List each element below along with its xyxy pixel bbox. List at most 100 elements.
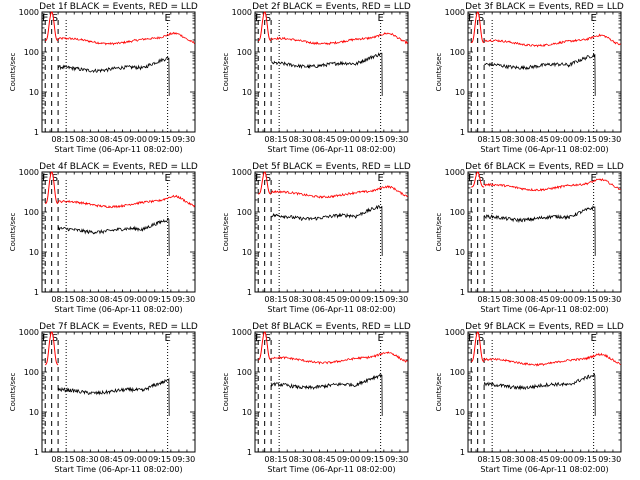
x-tick-label: 09:00	[550, 135, 573, 144]
panel-2: Det 2f BLACK = Events, RED = LLD 1 10 100 10…	[222, 2, 411, 154]
events-series-line	[57, 217, 170, 256]
y-tick-label: 1	[460, 128, 465, 137]
marker-label: E	[42, 13, 48, 24]
y-axis-label: Counts/sec	[435, 373, 443, 412]
events-series-line	[57, 377, 170, 416]
y-tick-label: 10	[29, 248, 39, 257]
x-tick-label: 09:15	[361, 135, 384, 144]
x-tick-label: 08:45	[313, 135, 336, 144]
x-tick-label: 08:30	[289, 135, 312, 144]
x-tick-label: 09:15	[574, 455, 597, 464]
y-tick-label: 100	[450, 48, 465, 57]
x-tick-label: 08:15	[477, 295, 500, 304]
y-tick-label: 10	[242, 248, 252, 257]
x-tick-label: 08:15	[51, 295, 74, 304]
marker-label: E	[255, 173, 261, 184]
lld-series-line	[270, 351, 408, 365]
x-tick-label: 09:00	[124, 295, 147, 304]
y-tick-label: 1000	[232, 328, 252, 337]
x-tick-label: 09:30	[598, 455, 621, 464]
lld-peak-line	[471, 171, 485, 188]
lld-peak-line	[471, 331, 485, 363]
x-tick-label: 09:00	[550, 295, 573, 304]
y-tick-label: 1000	[19, 328, 39, 337]
x-axis-label: Start Time (06-Apr-11 08:02:00)	[54, 465, 182, 474]
events-series-line	[483, 372, 596, 416]
marker-label: E	[590, 333, 596, 344]
marker-label: E	[42, 333, 48, 344]
y-tick-label: 1	[460, 288, 465, 297]
x-tick-label: 08:45	[526, 135, 549, 144]
y-tick-label: 1000	[19, 168, 39, 177]
marker-label: S	[478, 333, 484, 344]
lld-peak-line	[258, 331, 272, 361]
x-tick-label: 08:15	[477, 135, 500, 144]
x-tick-label: 08:45	[100, 135, 123, 144]
x-axis-label: Start Time (06-Apr-11 08:02:00)	[267, 465, 395, 474]
marker-label: E	[468, 13, 474, 24]
y-tick-label: 100	[24, 368, 39, 377]
x-tick-label: 09:15	[574, 295, 597, 304]
marker-label: E	[255, 333, 261, 344]
plot-frame	[254, 171, 409, 293]
plot-frame	[467, 171, 622, 293]
panel-9: Det 9f BLACK = Events, RED = LLD 1 10 100 10…	[435, 322, 624, 474]
y-tick-label: 1000	[445, 328, 465, 337]
marker-label: E	[377, 173, 383, 184]
marker-label: S	[265, 13, 271, 24]
panel-7: Det 7f BLACK = Events, RED = LLD 1 10 100 10…	[9, 322, 198, 474]
marker-label: E	[590, 173, 596, 184]
x-tick-label: 08:30	[502, 455, 525, 464]
panel-title: Det 9f BLACK = Events, RED = LLD	[465, 322, 624, 332]
x-tick-label: 08:30	[289, 295, 312, 304]
x-tick-label: 09:30	[385, 295, 408, 304]
y-tick-label: 100	[24, 48, 39, 57]
y-tick-label: 1000	[232, 168, 252, 177]
x-tick-label: 09:15	[148, 295, 171, 304]
plot-frame	[254, 11, 409, 133]
y-axis-label: Counts/sec	[9, 213, 17, 252]
x-tick-label: 08:15	[51, 455, 74, 464]
x-tick-label: 09:15	[148, 135, 171, 144]
x-tick-label: 08:45	[100, 295, 123, 304]
x-tick-label: 08:15	[264, 135, 287, 144]
y-tick-label: 10	[242, 88, 252, 97]
x-tick-label: 09:15	[148, 455, 171, 464]
events-series-line	[58, 56, 170, 96]
panel-title: Det 3f BLACK = Events, RED = LLD	[465, 2, 624, 12]
lld-peak-line	[45, 331, 59, 366]
y-axis-label: Counts/sec	[222, 53, 230, 92]
y-tick-label: 10	[455, 408, 465, 417]
y-tick-label: 10	[29, 88, 39, 97]
x-tick-label: 09:15	[361, 295, 384, 304]
y-axis-label: Counts/sec	[435, 53, 443, 92]
marker-label: E	[468, 173, 474, 184]
y-tick-label: 1	[34, 448, 39, 457]
panel-title: Det 5f BLACK = Events, RED = LLD	[252, 162, 411, 172]
y-tick-label: 1	[460, 448, 465, 457]
marker-label: S	[265, 333, 271, 344]
panel-title: Det 4f BLACK = Events, RED = LLD	[39, 162, 198, 172]
x-tick-label: 08:30	[76, 295, 99, 304]
y-tick-label: 1	[247, 448, 252, 457]
marker-label: E	[164, 333, 170, 344]
y-tick-label: 100	[24, 208, 39, 217]
lld-series-line	[483, 33, 621, 48]
y-tick-label: 1000	[445, 8, 465, 17]
marker-label: S	[52, 13, 58, 24]
lld-series-line	[57, 194, 196, 209]
x-tick-label: 09:30	[172, 295, 195, 304]
panel-1: Det 1f BLACK = Events, RED = LLD 1 10 100 10…	[9, 2, 198, 154]
plot-frame	[41, 11, 196, 133]
y-tick-label: 10	[455, 88, 465, 97]
x-tick-label: 08:45	[526, 295, 549, 304]
y-axis-label: Counts/sec	[9, 53, 17, 92]
marker-label: S	[478, 173, 484, 184]
x-tick-label: 08:30	[76, 455, 99, 464]
y-tick-label: 100	[237, 368, 252, 377]
events-series-line	[484, 53, 596, 96]
marker-label: E	[377, 13, 383, 24]
x-tick-label: 09:30	[172, 135, 195, 144]
x-tick-label: 08:30	[289, 455, 312, 464]
